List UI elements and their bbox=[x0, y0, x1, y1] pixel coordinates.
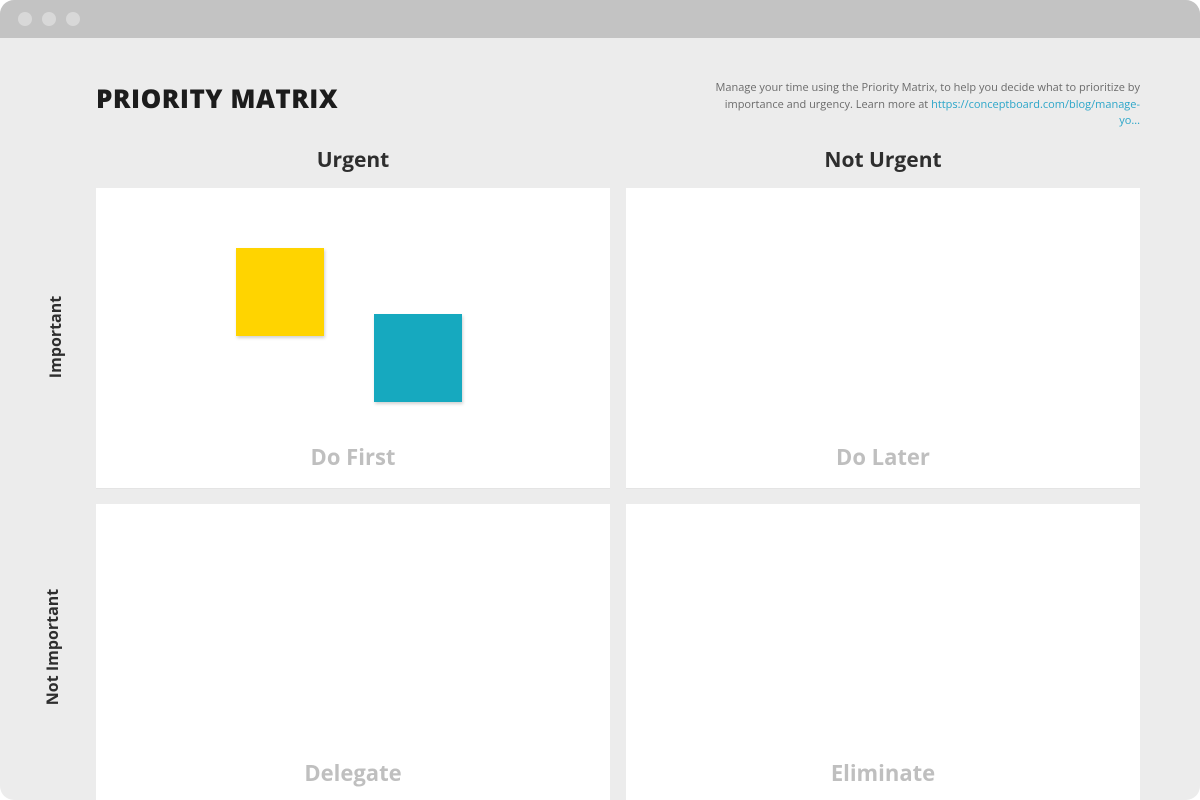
page-title: PRIORITY MATRIX bbox=[96, 80, 338, 116]
quadrant-delegate[interactable]: Delegate bbox=[96, 504, 610, 800]
column-header-not-urgent: Not Urgent bbox=[626, 146, 1140, 174]
quadrant-do-later[interactable]: Do Later bbox=[626, 188, 1140, 488]
matrix: Urgent Not Urgent Important Not Importan… bbox=[96, 146, 1140, 800]
browser-frame: PRIORITY MATRIX Manage your time using t… bbox=[0, 0, 1200, 800]
sticky-note[interactable] bbox=[236, 248, 324, 336]
description: Manage your time using the Priority Matr… bbox=[710, 80, 1140, 130]
row-header-not-important: Not Important bbox=[41, 588, 63, 704]
quadrant-label: Do Later bbox=[626, 442, 1140, 472]
traffic-light-maximize-icon[interactable] bbox=[66, 12, 80, 26]
quadrant-grid: Do First Do Later Delegate Eliminate bbox=[96, 188, 1140, 800]
column-headers: Urgent Not Urgent bbox=[96, 146, 1140, 174]
quadrant-label: Do First bbox=[96, 442, 610, 472]
column-header-urgent: Urgent bbox=[96, 146, 610, 174]
traffic-light-close-icon[interactable] bbox=[18, 12, 32, 26]
quadrant-eliminate[interactable]: Eliminate bbox=[626, 504, 1140, 800]
header: PRIORITY MATRIX Manage your time using t… bbox=[60, 80, 1140, 130]
traffic-light-minimize-icon[interactable] bbox=[42, 12, 56, 26]
quadrant-label: Eliminate bbox=[626, 758, 1140, 788]
quadrant-label: Delegate bbox=[96, 758, 610, 788]
sticky-note[interactable] bbox=[374, 314, 462, 402]
quadrant-do-first[interactable]: Do First bbox=[96, 188, 610, 488]
content-area: PRIORITY MATRIX Manage your time using t… bbox=[0, 38, 1200, 800]
browser-titlebar bbox=[0, 0, 1200, 38]
row-header-important: Important bbox=[44, 295, 66, 377]
description-link[interactable]: https://conceptboard.com/blog/manage-yo.… bbox=[931, 97, 1140, 129]
